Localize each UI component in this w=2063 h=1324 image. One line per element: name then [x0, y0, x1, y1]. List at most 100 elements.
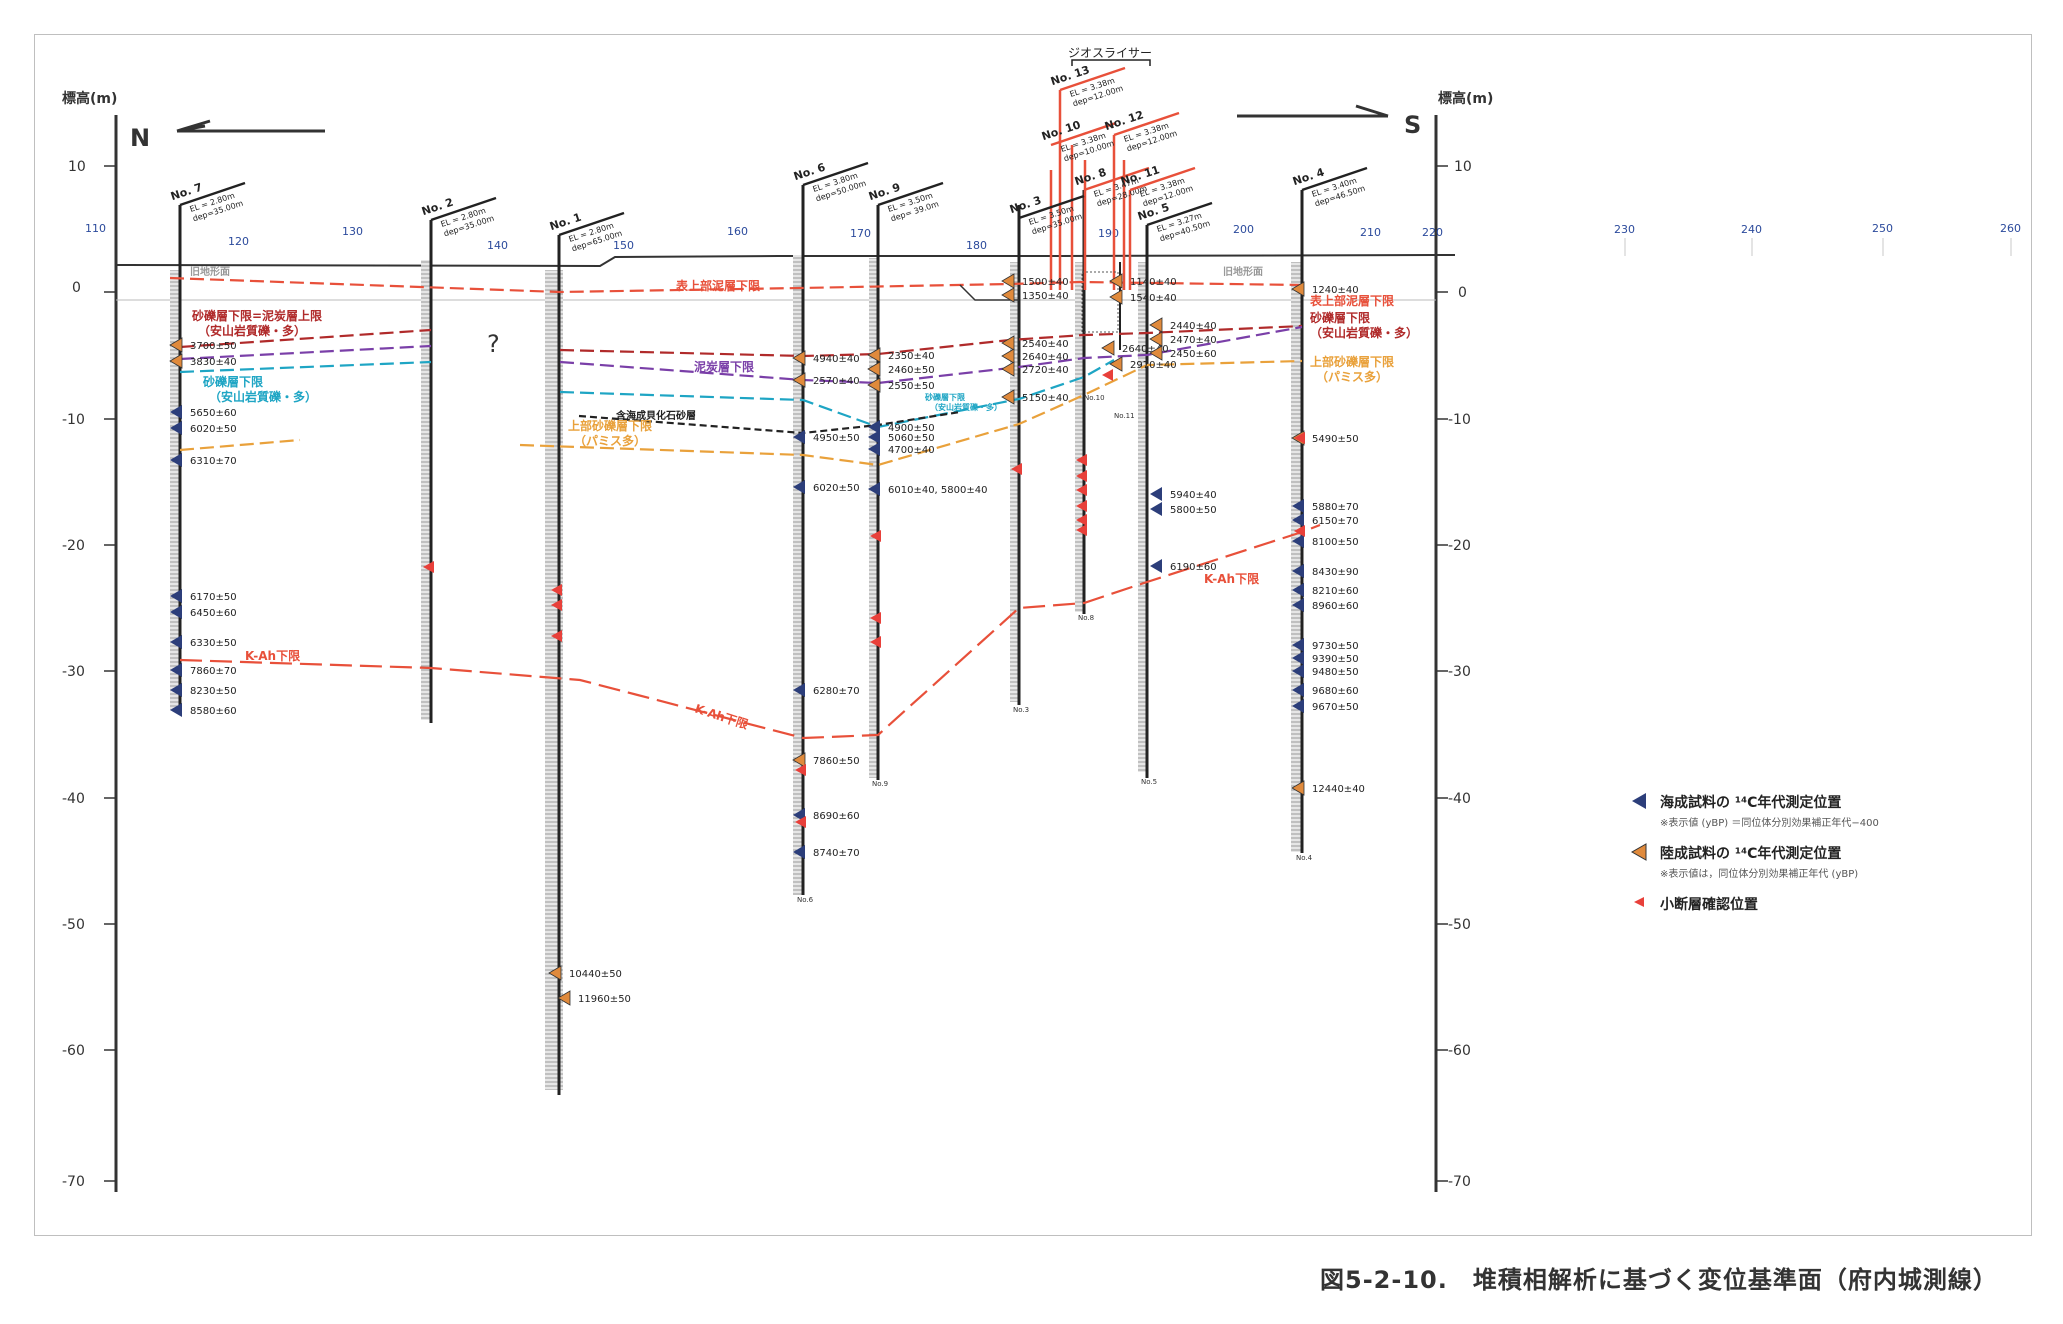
date-sample: 9670±50	[1292, 699, 1359, 713]
date-sample: 2970±40	[1109, 356, 1177, 372]
horizon-label: 砂礫層下限（安山岩質礫・多）	[202, 374, 317, 404]
date-label: 4900±50	[888, 423, 935, 434]
figure-frame	[34, 34, 2032, 1236]
right-tick: 0	[1458, 285, 1467, 301]
distance-tick: 220	[1422, 226, 1443, 239]
fault-marker-icon	[1294, 525, 1305, 537]
fault-marker-icon	[1011, 463, 1022, 475]
date-label: 2640±40	[1122, 344, 1169, 355]
horizon-label: 砂礫層下限（安山岩質礫・多）	[924, 392, 1002, 412]
date-label: 2440±40	[1170, 321, 1217, 332]
left-tick: -20	[62, 538, 85, 554]
distance-tick: 200	[1233, 223, 1254, 236]
date-sample: 9390±50	[1292, 651, 1359, 665]
date-sample: 9680±60	[1292, 683, 1359, 697]
date-label: 6190±60	[1170, 562, 1217, 573]
left-tick: -50	[62, 917, 85, 933]
marine-sample-icon	[1150, 502, 1162, 516]
borehole-log-no5	[1138, 262, 1147, 772]
fault-marker-icon	[1076, 524, 1087, 536]
marine-sample-icon	[1150, 559, 1162, 573]
marine-sample-icon	[170, 453, 182, 467]
marine-sample-icon	[868, 430, 880, 444]
right-tick: -50	[1448, 917, 1471, 933]
borehole-foot-label: No.8	[1078, 614, 1094, 622]
right-tick: -60	[1448, 1043, 1471, 1059]
left-tick: -40	[62, 791, 85, 807]
marine-sample-icon	[1292, 583, 1304, 597]
date-label: 6020±50	[813, 483, 860, 494]
terrestrial-sample-icon	[557, 990, 571, 1006]
date-sample: 6330±50	[170, 635, 237, 649]
date-sample: 2470±40	[1149, 331, 1217, 347]
figure-caption: 図5-2-10. 堆積相解析に基づく変位基準面（府内城測線）	[1320, 1266, 1998, 1294]
fault-marker-icon	[1076, 514, 1087, 526]
distance-tick: 120	[228, 235, 249, 248]
horizon-label: 砂礫層下限（安山岩質礫・多）	[1309, 310, 1418, 340]
north-label: N	[130, 124, 150, 152]
date-sample: 8100±50	[1292, 534, 1359, 548]
horizon-label-line: （パミス多）	[1316, 369, 1388, 384]
marine-sample-icon	[170, 703, 182, 717]
right-tick: -20	[1448, 538, 1471, 554]
date-sample: 8960±60	[1292, 598, 1359, 612]
horizon-label: 含海成貝化石砂層	[616, 409, 696, 422]
terrestrial-sample-icon	[1109, 273, 1123, 289]
horizon-label: 上部砂礫層下限（パミス多）	[1310, 354, 1394, 384]
terrestrial-sample-icon	[169, 337, 183, 353]
date-sample: 5800±50	[1150, 502, 1217, 516]
south-label: S	[1404, 111, 1421, 139]
date-label: 1500±40	[1022, 277, 1069, 288]
date-sample: 3700±50	[169, 337, 237, 353]
date-sample: 10440±50	[548, 965, 622, 981]
left-tick: -30	[62, 664, 85, 680]
terrestrial-sample-icon	[867, 361, 881, 377]
fault-marker-icon	[795, 764, 806, 776]
date-sample: 6280±70	[793, 683, 860, 697]
horizon-label-line: （安山岩質礫・多）	[198, 323, 306, 338]
horizon-label-line: （安山岩質礫・多）	[209, 389, 317, 404]
date-label: 9730±50	[1312, 641, 1359, 652]
horizon-label-line: 砂礫層下限	[202, 374, 263, 389]
date-label: 5650±60	[190, 408, 237, 419]
date-sample: 9480±50	[1292, 664, 1359, 678]
date-sample: 8580±60	[170, 703, 237, 717]
borehole-log-no6	[793, 255, 803, 895]
date-sample: 8740±70	[793, 845, 860, 859]
borehole-log-no9	[869, 258, 878, 778]
date-sample: 2720±40	[1001, 361, 1069, 377]
date-sample: 7860±50	[792, 752, 860, 768]
terrestrial-sample-icon	[792, 350, 806, 366]
borehole-log-no8	[1075, 262, 1084, 612]
date-label: 6020±50	[190, 424, 237, 435]
borehole-foot-label: No.5	[1141, 778, 1157, 786]
date-sample: 8210±60	[1292, 583, 1359, 597]
terrestrial-sample-icon	[1109, 289, 1123, 305]
horizon-gravel-base	[179, 359, 1115, 429]
distance-tick: 250	[1872, 222, 1893, 235]
left-tick: -70	[62, 1174, 85, 1190]
date-label: 6330±50	[190, 638, 237, 649]
fault-markers	[423, 369, 1305, 828]
date-sample: 1140±40	[1109, 273, 1177, 289]
marine-sample-icon	[170, 589, 182, 603]
distance-tick: 150	[613, 239, 634, 252]
fault-symbol-icon	[1634, 897, 1644, 907]
date-sample: 9730±50	[1292, 638, 1359, 652]
terrestrial-sample-icon	[792, 752, 806, 768]
left-tick: 0	[72, 280, 81, 296]
marine-sample-icon	[1292, 651, 1304, 665]
horizon-label: 旧地形面	[190, 265, 230, 278]
ground-surface	[115, 254, 1455, 268]
marine-sample-icon	[868, 442, 880, 456]
terrestrial-sample-icon	[1001, 361, 1015, 377]
date-label: 8430±90	[1312, 567, 1359, 578]
date-label: 5880±70	[1312, 502, 1359, 513]
date-sample: 1350±40	[1001, 287, 1069, 303]
date-sample: 2540±40	[1001, 335, 1069, 351]
date-label: 8230±50	[190, 686, 237, 697]
date-sample: 7860±70	[170, 663, 237, 677]
north-arrow: N	[130, 119, 325, 152]
date-sample: 11960±50	[557, 990, 631, 1006]
